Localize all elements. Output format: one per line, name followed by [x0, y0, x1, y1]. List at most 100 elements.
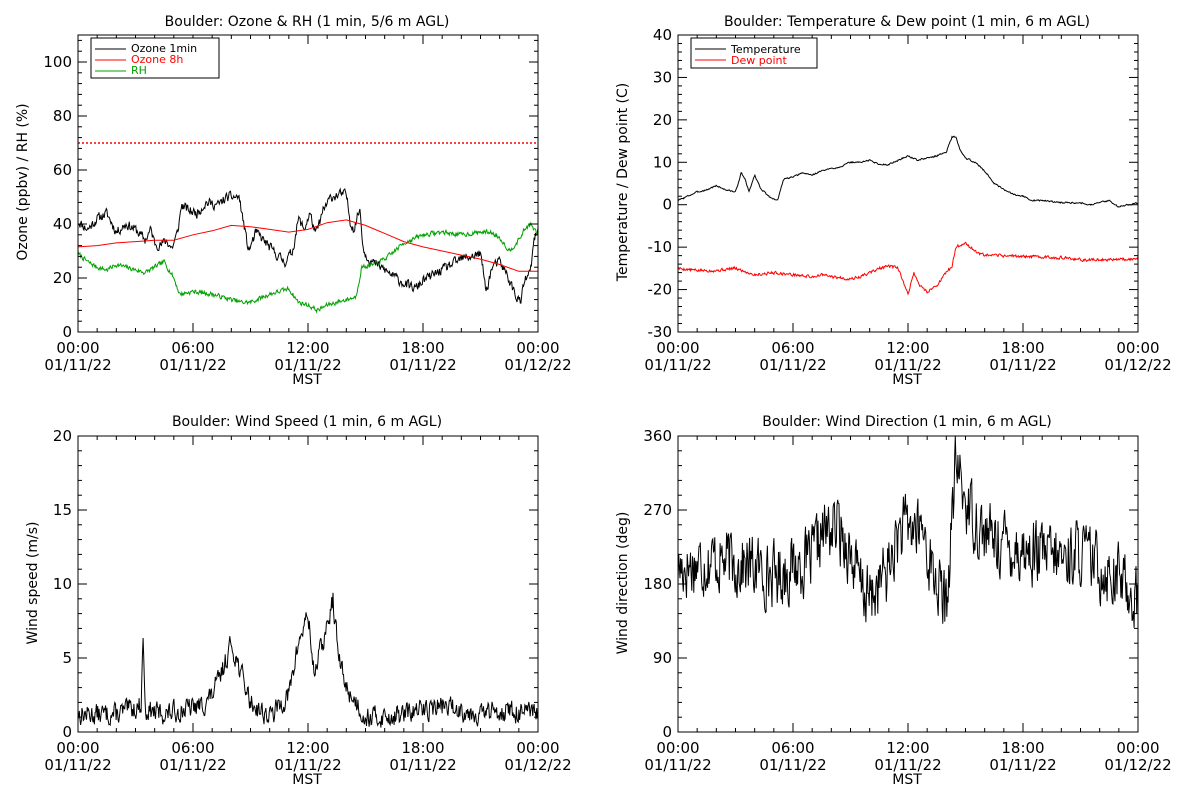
- x-tick-label-date: 01/11/22: [759, 356, 826, 374]
- temperature-dewpoint-panel: Boulder: Temperature & Dew point (1 min,…: [615, 14, 1172, 388]
- x-tick-label-date: 01/11/22: [159, 356, 226, 374]
- x-tick-label-time: 18:00: [1001, 339, 1044, 357]
- x-tick-label-date: 01/11/22: [644, 356, 711, 374]
- y-tick-label: 40: [653, 26, 672, 44]
- y-tick-label: 20: [53, 269, 72, 287]
- x-tick-label-time: 12:00: [886, 739, 929, 757]
- y-tick-label: 15: [53, 501, 72, 519]
- y-axis-label: Wind speed (m/s): [25, 522, 41, 645]
- y-axis-label: Temperature / Dew point (C): [615, 83, 631, 282]
- x-tick-label-date: 01/12/22: [504, 356, 571, 374]
- x-tick-label-time: 00:00: [656, 739, 699, 757]
- y-tick-label: 180: [643, 575, 672, 593]
- x-tick-label-time: 00:00: [56, 339, 99, 357]
- x-tick-label-date: 01/11/22: [44, 756, 111, 774]
- plot-area: 0510152000:0001/11/2206:0001/11/2212:000…: [44, 427, 571, 774]
- x-tick-label-time: 18:00: [401, 339, 444, 357]
- legend-box: [690, 37, 818, 69]
- x-axis-label: MST: [892, 772, 922, 788]
- y-tick-label: -30: [648, 323, 673, 341]
- plot-area: -30-20-1001020304000:0001/11/2206:0001/1…: [644, 26, 1171, 374]
- series-line-series-0: [677, 435, 1139, 628]
- x-tick-label-time: 12:00: [286, 739, 329, 757]
- y-tick-label: 0: [662, 196, 672, 214]
- series-line-series-0: [77, 592, 539, 728]
- legend: Ozone 1min Ozone 8h RH: [90, 37, 220, 79]
- y-tick-label: 40: [53, 215, 72, 233]
- x-tick-label-date: 01/11/22: [159, 756, 226, 774]
- x-tick-label-time: 00:00: [56, 739, 99, 757]
- y-tick-label: 30: [653, 68, 672, 86]
- y-tick-label: 5: [62, 649, 72, 667]
- x-tick-label-time: 06:00: [171, 739, 214, 757]
- x-tick-label-time: 00:00: [656, 339, 699, 357]
- plot-area: 02040608010000:0001/11/2206:0001/11/2212…: [43, 34, 572, 374]
- x-tick-label-date: 01/11/22: [274, 756, 341, 774]
- y-tick-label: -10: [648, 238, 673, 256]
- series-line-ozone-8h: [77, 219, 538, 272]
- series-line-rh: [77, 221, 539, 314]
- x-tick-label-time: 00:00: [516, 739, 559, 757]
- x-tick-label-date: 01/12/22: [504, 756, 571, 774]
- x-tick-label-time: 00:00: [1116, 739, 1159, 757]
- y-tick-label: 0: [62, 323, 72, 341]
- x-axis-label: MST: [292, 772, 322, 788]
- y-tick-label: 270: [643, 501, 672, 519]
- wind-speed-panel: Boulder: Wind Speed (1 min, 6 m AGL) Win…: [25, 414, 572, 788]
- series-line-temperature: [677, 135, 1139, 208]
- y-tick-label: 20: [53, 427, 72, 445]
- y-axis-label: Wind direction (deg): [615, 512, 631, 655]
- x-tick-label-date: 01/11/22: [989, 756, 1056, 774]
- y-tick-label: 10: [53, 575, 72, 593]
- y-tick-label: 80: [53, 107, 72, 125]
- y-tick-label: 90: [653, 649, 672, 667]
- y-tick-label: 360: [643, 427, 672, 445]
- series-line-ozone-1min: [77, 187, 539, 304]
- chart-title: Boulder: Ozone & RH (1 min, 5/6 m AGL): [165, 14, 450, 30]
- chart-title: Boulder: Wind Speed (1 min, 6 m AGL): [172, 414, 442, 430]
- series-line-dew-point: [677, 241, 1139, 296]
- y-tick-label: 10: [653, 153, 672, 171]
- x-tick-label-date: 01/11/22: [44, 356, 111, 374]
- y-tick-label: 60: [53, 161, 72, 179]
- legend-box: [90, 37, 220, 79]
- x-tick-label-time: 00:00: [516, 339, 559, 357]
- x-axis-label: MST: [292, 372, 322, 388]
- wind-direction-panel: Boulder: Wind Direction (1 min, 6 m AGL)…: [615, 414, 1172, 788]
- y-axis-label: Ozone (ppbv) / RH (%): [15, 103, 31, 260]
- legend-label-rh: RH: [131, 64, 147, 77]
- chart-title: Boulder: Wind Direction (1 min, 6 m AGL): [762, 414, 1051, 430]
- chart-title: Boulder: Temperature & Dew point (1 min,…: [724, 14, 1090, 30]
- x-tick-label-date: 01/11/22: [389, 756, 456, 774]
- legend-label-dewpoint: Dew point: [731, 54, 787, 67]
- x-tick-label-date: 01/12/22: [1104, 356, 1171, 374]
- ozone-rh-panel: Boulder: Ozone & RH (1 min, 5/6 m AGL) O…: [15, 14, 572, 388]
- x-tick-label-date: 01/11/22: [644, 756, 711, 774]
- x-tick-label-time: 00:00: [1116, 339, 1159, 357]
- x-tick-label-time: 06:00: [771, 739, 814, 757]
- x-tick-label-date: 01/11/22: [389, 356, 456, 374]
- x-tick-label-time: 18:00: [1001, 739, 1044, 757]
- x-tick-label-date: 01/11/22: [874, 356, 941, 374]
- plot-frame: [77, 435, 539, 733]
- x-tick-label-time: 06:00: [771, 339, 814, 357]
- y-tick-label: 0: [62, 723, 72, 741]
- legend: Temperature Dew point: [690, 37, 818, 69]
- legend-label-temperature: Temperature: [730, 43, 801, 56]
- y-tick-label: 100: [43, 53, 72, 71]
- plot-area: 09018027036000:0001/11/2206:0001/11/2212…: [643, 427, 1171, 774]
- plot-frame: [77, 34, 539, 333]
- y-tick-label: 20: [653, 111, 672, 129]
- legend-label-ozone-1min: Ozone 1min: [131, 42, 197, 55]
- legend-label-ozone-8h: Ozone 8h: [131, 53, 183, 66]
- x-tick-label-time: 12:00: [286, 339, 329, 357]
- x-tick-label-time: 18:00: [401, 739, 444, 757]
- x-tick-label-time: 12:00: [886, 339, 929, 357]
- x-tick-label-time: 06:00: [171, 339, 214, 357]
- x-tick-label-date: 01/11/22: [874, 756, 941, 774]
- y-tick-label: -20: [648, 281, 673, 299]
- plot-frame: [677, 435, 1139, 733]
- x-axis-label: MST: [892, 372, 922, 388]
- x-tick-label-date: 01/11/22: [274, 356, 341, 374]
